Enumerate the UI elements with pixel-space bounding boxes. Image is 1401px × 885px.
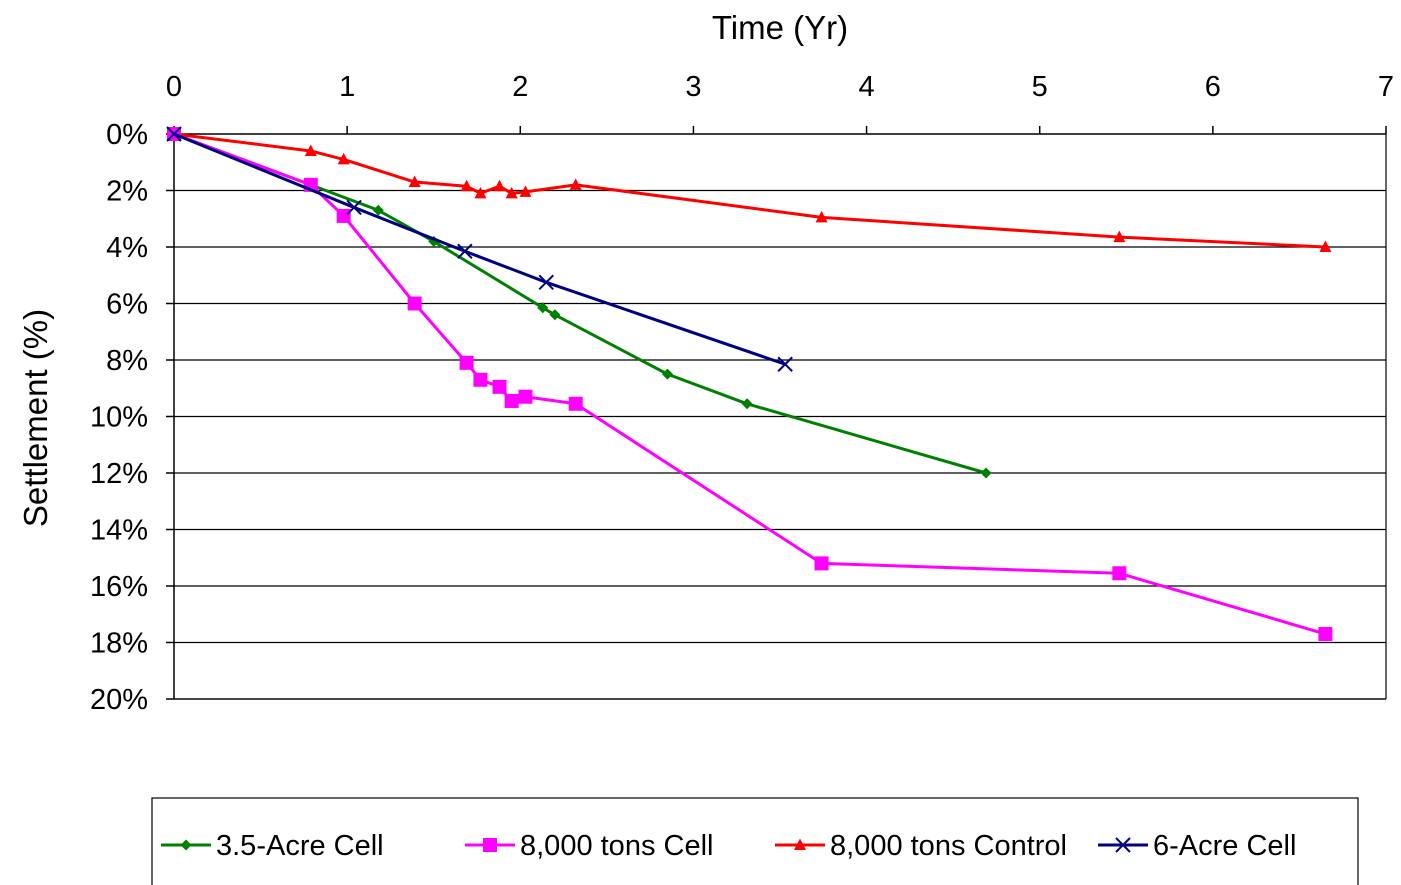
y-tick-label-3: 6% — [106, 289, 148, 321]
y-tick-label-8: 16% — [90, 571, 148, 603]
series-6-acre-cell — [166, 126, 793, 372]
data-point-6-acre-cell-1 — [346, 199, 362, 216]
data-point-8-000-tons-cell-8 — [518, 389, 533, 404]
data-point-8-000-tons-control-9 — [569, 178, 582, 190]
data-point-8-000-tons-control-7 — [505, 186, 518, 199]
x-tick-label-6: 6 — [1205, 71, 1221, 103]
legend-box — [151, 797, 1359, 885]
x-tick-label-0: 0 — [166, 71, 182, 103]
series-lines — [166, 126, 1333, 642]
data-point-8-000-tons-control-10 — [815, 210, 828, 223]
data-point-8-000-tons-control-6 — [493, 179, 506, 192]
data-point-8-000-tons-cell-12 — [1318, 627, 1333, 642]
data-point-8-000-tons-cell-11 — [1112, 566, 1127, 581]
legend-marker-8-000-tons-control — [794, 838, 806, 850]
data-point-3-5-acre-cell-4 — [537, 302, 549, 314]
y-tick-label-7: 14% — [90, 515, 148, 547]
data-point-8-000-tons-cell-5 — [473, 372, 488, 387]
data-point-6-acre-cell-4 — [777, 356, 793, 372]
data-point-8-000-tons-cell-2 — [336, 208, 351, 223]
y-tick-label-1: 2% — [106, 176, 148, 208]
y-tick-label-0: 0% — [106, 119, 148, 151]
legend-label-3-5-acre-cell: 3.5-Acre Cell — [216, 830, 384, 862]
x-tick-label-2: 2 — [512, 71, 528, 103]
data-point-6-acre-cell-2 — [457, 243, 473, 259]
legend-marker-6-acre-cell — [1115, 837, 1131, 853]
data-point-8-000-tons-control-2 — [337, 152, 350, 165]
legend-item-6-acre-cell: 6-Acre Cell — [1098, 830, 1296, 862]
data-point-8-000-tons-cell-3 — [407, 296, 422, 311]
series-8-000-tons-cell — [167, 127, 1333, 642]
x-tick-label-4: 4 — [859, 71, 875, 103]
data-point-8-000-tons-cell-4 — [459, 355, 474, 370]
y-tick-label-2: 4% — [106, 232, 148, 264]
data-point-6-acre-cell-3 — [538, 274, 554, 291]
data-point-8-000-tons-control-11 — [1113, 230, 1126, 243]
data-point-8-000-tons-control-8 — [519, 185, 532, 197]
legend-item-8-000-tons-control: 8,000 tons Control — [775, 830, 1067, 862]
x-tick-label-5: 5 — [1032, 71, 1048, 103]
x-tick-label-7: 7 — [1378, 71, 1394, 103]
legend-item-3-5-acre-cell: 3.5-Acre Cell — [161, 830, 384, 862]
data-point-8-000-tons-cell-10 — [814, 556, 829, 571]
legend-label-6-acre-cell: 6-Acre Cell — [1153, 830, 1296, 862]
data-point-3-5-acre-cell-8 — [980, 467, 992, 479]
data-point-3-5-acre-cell-7 — [741, 398, 753, 410]
legend-label-8-000-tons-control: 8,000 tons Control — [830, 830, 1067, 862]
y-tick-label-10: 20% — [90, 684, 148, 716]
y-axis-title: Settlement (%) — [17, 309, 54, 527]
legend-item-8-000-tons-cell: 8,000 tons Cell — [465, 830, 713, 862]
data-point-3-5-acre-cell-6 — [661, 368, 673, 380]
series-8-000-tons-control — [168, 127, 1332, 252]
y-tick-label-9: 18% — [90, 628, 148, 660]
data-point-8-000-tons-control-4 — [460, 179, 473, 192]
y-tick-label-5: 10% — [90, 402, 148, 434]
legend-marker-3-5-acre-cell — [180, 839, 192, 851]
x-tick-label-3: 3 — [685, 71, 701, 103]
data-point-8-000-tons-control-1 — [304, 144, 317, 156]
data-point-8-000-tons-control-12 — [1319, 240, 1332, 252]
data-point-8-000-tons-cell-9 — [568, 396, 583, 411]
y-tick-label-4: 8% — [106, 345, 148, 377]
legend-marker-8-000-tons-cell — [483, 838, 497, 852]
y-tick-label-6: 12% — [90, 458, 148, 490]
data-point-3-5-acre-cell-5 — [549, 309, 561, 321]
legend: 3.5-Acre Cell 8,000 tons Cell 8,000 tons C… — [151, 797, 1359, 885]
x-axis-title: Time (Yr) — [712, 9, 848, 46]
axes: 0 1 2 3 4 5 6 7 0% 2% 4% 6% 8% 10% 12% 14% 16% 18% 20% — [90, 71, 1394, 716]
data-point-8-000-tons-cell-7 — [504, 393, 519, 408]
data-point-3-5-acre-cell-2 — [372, 204, 384, 216]
data-point-8-000-tons-control-5 — [474, 186, 487, 199]
data-point-8-000-tons-control-3 — [408, 175, 421, 188]
x-tick-label-1: 1 — [339, 71, 355, 103]
legend-label-8-000-tons-cell: 8,000 tons Cell — [520, 830, 713, 862]
gridlines — [174, 189, 1386, 700]
data-point-8-000-tons-cell-6 — [492, 379, 507, 394]
data-point-6-acre-cell-0 — [166, 126, 182, 142]
